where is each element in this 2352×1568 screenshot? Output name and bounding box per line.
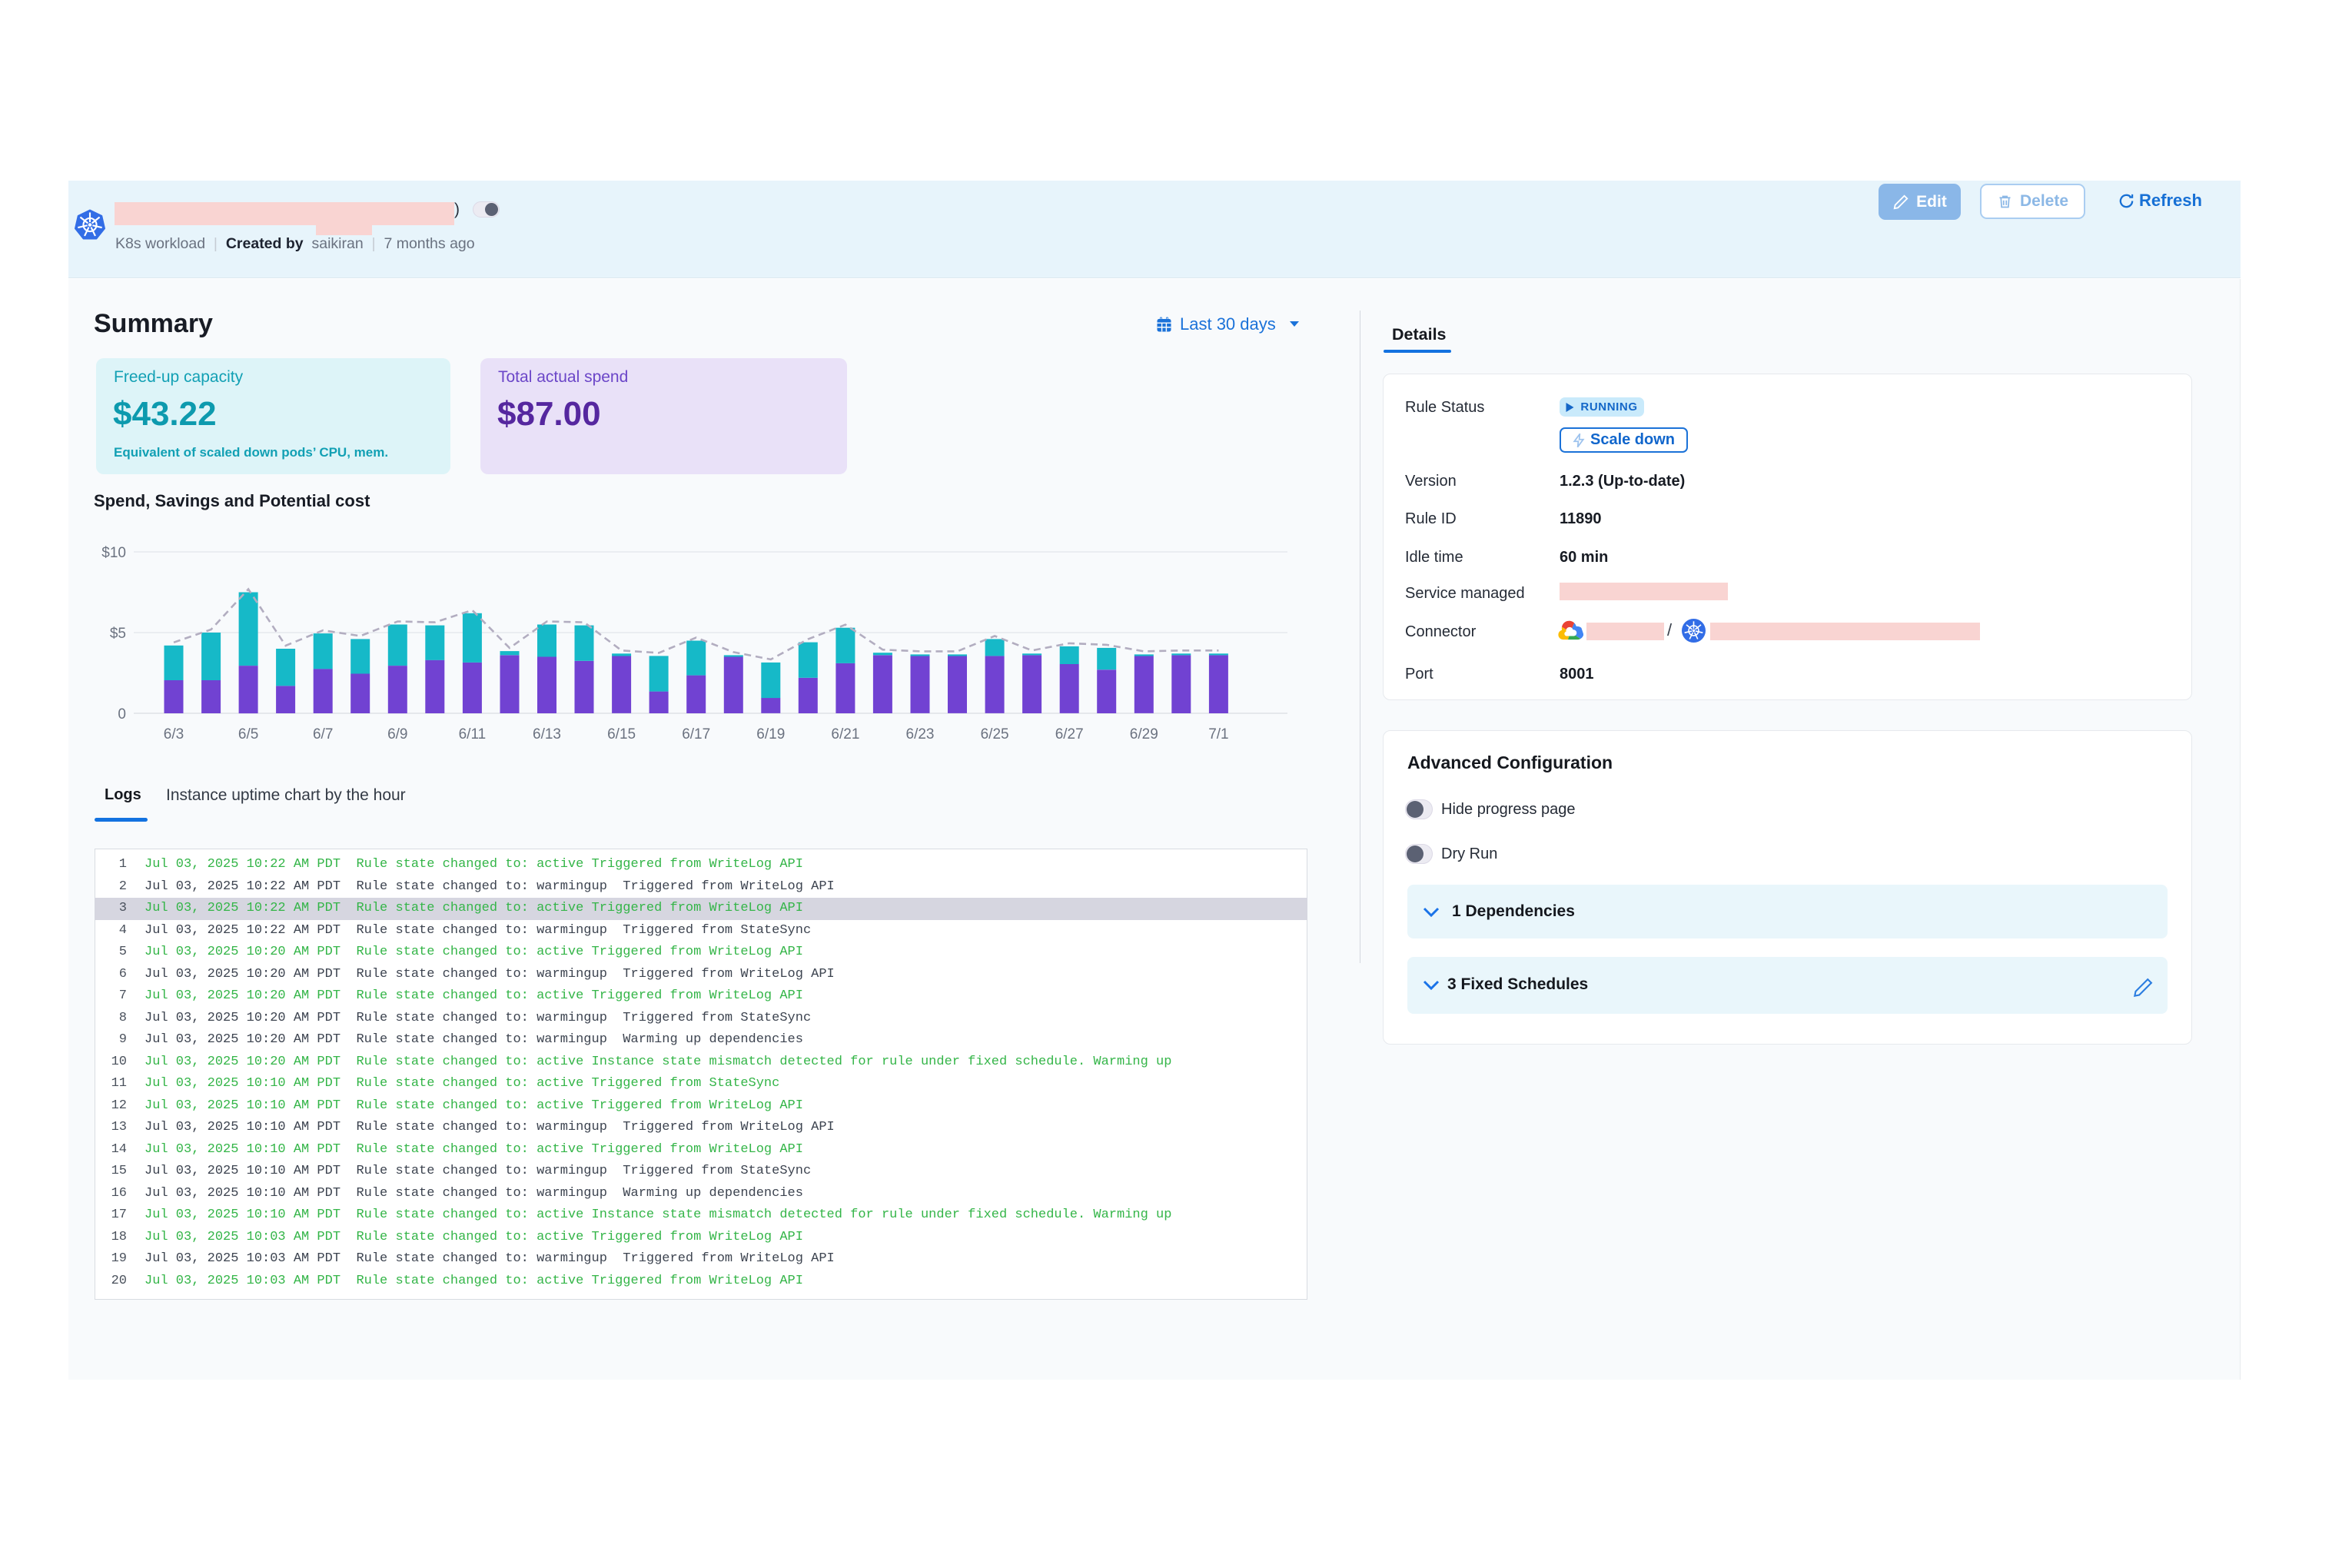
svg-text:7/1: 7/1 xyxy=(1208,726,1228,742)
svg-text:6/7: 6/7 xyxy=(313,726,333,742)
svg-text:6/5: 6/5 xyxy=(238,726,258,742)
svg-text:6/19: 6/19 xyxy=(756,726,785,742)
svg-text:6/21: 6/21 xyxy=(831,726,859,742)
svg-text:6/25: 6/25 xyxy=(981,726,1009,742)
svg-text:6/23: 6/23 xyxy=(906,726,935,742)
svg-text:6/27: 6/27 xyxy=(1055,726,1084,742)
svg-text:$10: $10 xyxy=(101,545,126,561)
svg-text:0: 0 xyxy=(118,706,126,723)
svg-text:$5: $5 xyxy=(110,626,126,642)
svg-text:6/3: 6/3 xyxy=(164,726,184,742)
svg-text:6/15: 6/15 xyxy=(607,726,636,742)
svg-text:6/29: 6/29 xyxy=(1130,726,1158,742)
svg-text:6/9: 6/9 xyxy=(387,726,407,742)
svg-text:6/17: 6/17 xyxy=(682,726,710,742)
svg-text:6/11: 6/11 xyxy=(459,726,487,742)
svg-text:6/13: 6/13 xyxy=(533,726,561,742)
